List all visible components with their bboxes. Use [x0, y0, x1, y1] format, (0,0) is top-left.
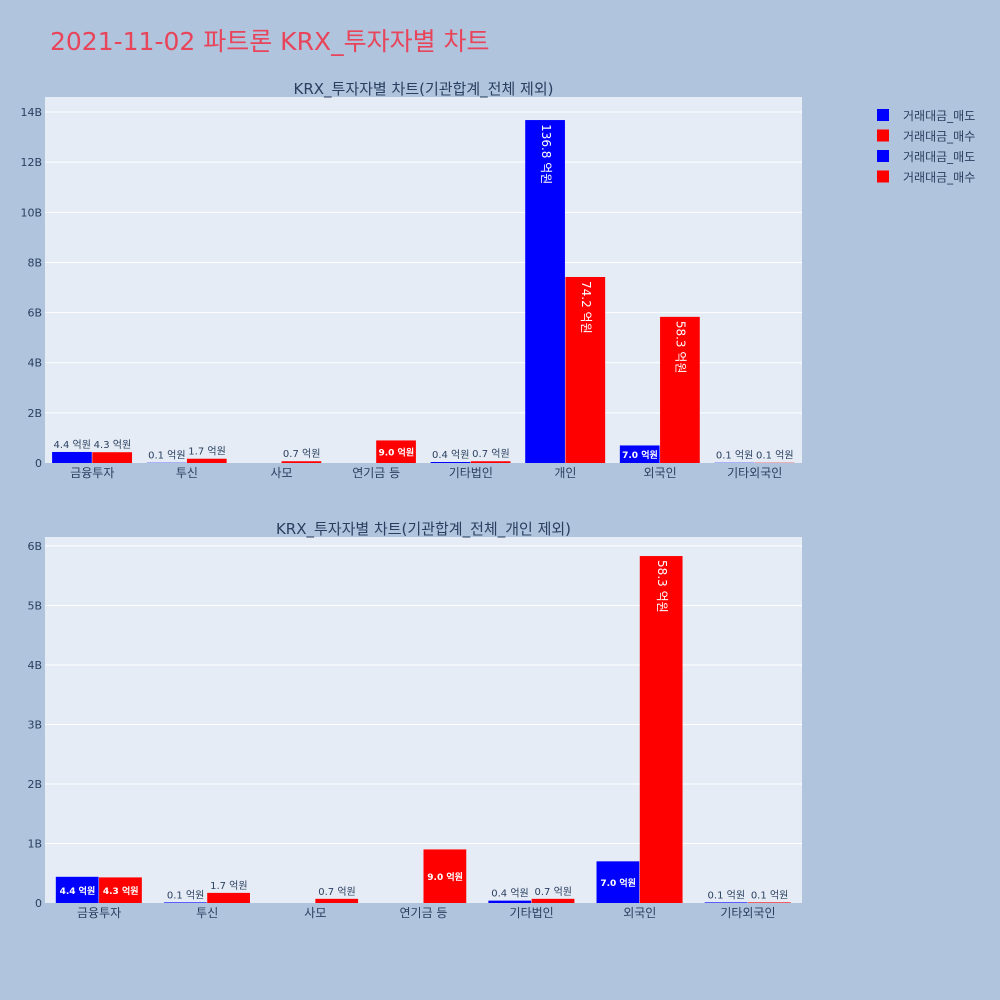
- chart-title: KRX_투자자별 차트(기관합계_전체 제외): [294, 80, 554, 99]
- bar: [747, 902, 791, 903]
- data-label: 0.1 억원: [148, 450, 185, 462]
- legend-swatch: [877, 109, 889, 121]
- data-label: 7.0 억원: [600, 877, 636, 889]
- x-tick-label: 금융투자: [77, 906, 121, 920]
- data-label: 4.4 억원: [60, 885, 96, 897]
- bar: [52, 451, 92, 463]
- data-label: 4.4 억원: [53, 439, 90, 451]
- bar: [704, 902, 748, 903]
- data-label: 1.7 억원: [188, 446, 225, 458]
- data-label: 74.2 억원: [579, 281, 593, 334]
- bar: [660, 316, 700, 463]
- bar: [376, 440, 416, 463]
- y-tick-label: 2B: [27, 407, 42, 420]
- data-label: 0.4 억원: [432, 449, 469, 461]
- page-title: 2021-11-02 파트론 KRX_투자자별 차트: [50, 27, 490, 56]
- legend-swatch: [877, 150, 889, 162]
- bar: [619, 445, 660, 463]
- bar: [281, 461, 322, 463]
- data-label: 4.3 억원: [94, 439, 131, 451]
- data-label: 4.3 억원: [103, 885, 139, 897]
- data-label: 0.1 억원: [751, 889, 788, 901]
- data-label: 0.1 억원: [756, 450, 793, 462]
- y-tick-label: 5B: [27, 599, 42, 612]
- y-tick-label: 12B: [20, 156, 42, 169]
- data-label: 58.3 억원: [655, 560, 669, 613]
- x-tick-label: 기타법인: [510, 906, 554, 920]
- x-tick-label: 외국인: [644, 466, 677, 480]
- data-label: 1.7 억원: [210, 880, 247, 892]
- x-tick-label: 기타외국인: [720, 906, 775, 920]
- data-label: 9.0 억원: [427, 871, 463, 883]
- y-tick-label: 8B: [27, 256, 42, 269]
- y-tick-label: 10B: [20, 206, 42, 219]
- y-tick-label: 14B: [20, 106, 42, 119]
- data-label: 9.0 억원: [378, 447, 414, 459]
- bar: [99, 877, 142, 903]
- chart-title: KRX_투자자별 차트(기관합계_전체_개인 제외): [276, 520, 571, 539]
- y-tick-label: 1B: [27, 837, 42, 850]
- y-tick-label: 6B: [27, 307, 42, 320]
- x-tick-label: 금융투자: [70, 466, 114, 480]
- bar: [470, 461, 511, 463]
- legend-label: 거래대금_매도: [903, 150, 975, 164]
- bar: [430, 461, 471, 463]
- x-tick-label: 사모: [304, 906, 326, 920]
- bar: [488, 900, 532, 903]
- legend-label: 거래대금_매수: [903, 171, 975, 185]
- data-label: 58.3 억원: [674, 321, 688, 374]
- chart-panel-2: 0 1B 2B 3B 4B 5B 6B KRX_투자자별 차트(기관합계_전체_개인 제외) 금…: [27, 520, 802, 920]
- bar: [55, 876, 99, 903]
- bar: [423, 849, 467, 903]
- bar: [525, 120, 565, 463]
- y-tick-label: 4B: [27, 357, 42, 370]
- bar: [207, 892, 250, 903]
- data-label: 0.7 억원: [535, 886, 572, 898]
- x-tick-label: 투신: [196, 906, 218, 920]
- bar: [531, 898, 575, 903]
- bar: [565, 276, 606, 463]
- x-tick-label: 사모: [271, 466, 293, 480]
- data-label: 0.4 억원: [491, 888, 528, 900]
- bar: [596, 861, 640, 903]
- bar: [163, 902, 207, 903]
- y-tick-label: 6B: [27, 540, 42, 553]
- bar: [186, 458, 227, 463]
- legend-label: 거래대금_매수: [903, 130, 975, 144]
- bar: [92, 452, 133, 463]
- bar: [639, 556, 683, 903]
- y-tick-label: 4B: [27, 659, 42, 672]
- y-tick-label: 0: [35, 457, 42, 470]
- data-label: 0.7 억원: [318, 886, 355, 898]
- x-tick-label: 연기금 등: [352, 466, 400, 480]
- x-tick-label: 외국인: [623, 906, 656, 920]
- x-tick-label: 기타외국인: [727, 466, 782, 480]
- data-label: 7.0 억원: [622, 449, 658, 461]
- legend-swatch: [877, 170, 889, 183]
- bar: [315, 898, 359, 903]
- legend-swatch: [877, 129, 889, 142]
- legend-label: 거래대금_매도: [903, 109, 975, 123]
- plot-area: [45, 537, 802, 903]
- data-label: 0.7 억원: [283, 448, 320, 460]
- x-tick-label: 기타법인: [449, 466, 493, 480]
- data-label: 0.1 억원: [167, 889, 204, 901]
- y-tick-label: 3B: [27, 718, 42, 731]
- data-label: 0.1 억원: [708, 889, 745, 901]
- y-tick-label: 2B: [27, 778, 42, 791]
- x-tick-label: 투신: [176, 466, 198, 480]
- data-label: 0.1 억원: [716, 450, 753, 462]
- x-tick-label: 개인: [554, 466, 576, 480]
- chart-panel-1: 0 2B 4B 6B 8B 10B 12B 14B KRX_투자자별 차트(기관합계_전체 제외…: [20, 80, 802, 480]
- data-label: 136.8 억원: [539, 124, 553, 184]
- y-tick-label: 0: [35, 897, 42, 910]
- x-tick-label: 연기금 등: [400, 906, 448, 920]
- data-label: 0.7 억원: [472, 448, 509, 460]
